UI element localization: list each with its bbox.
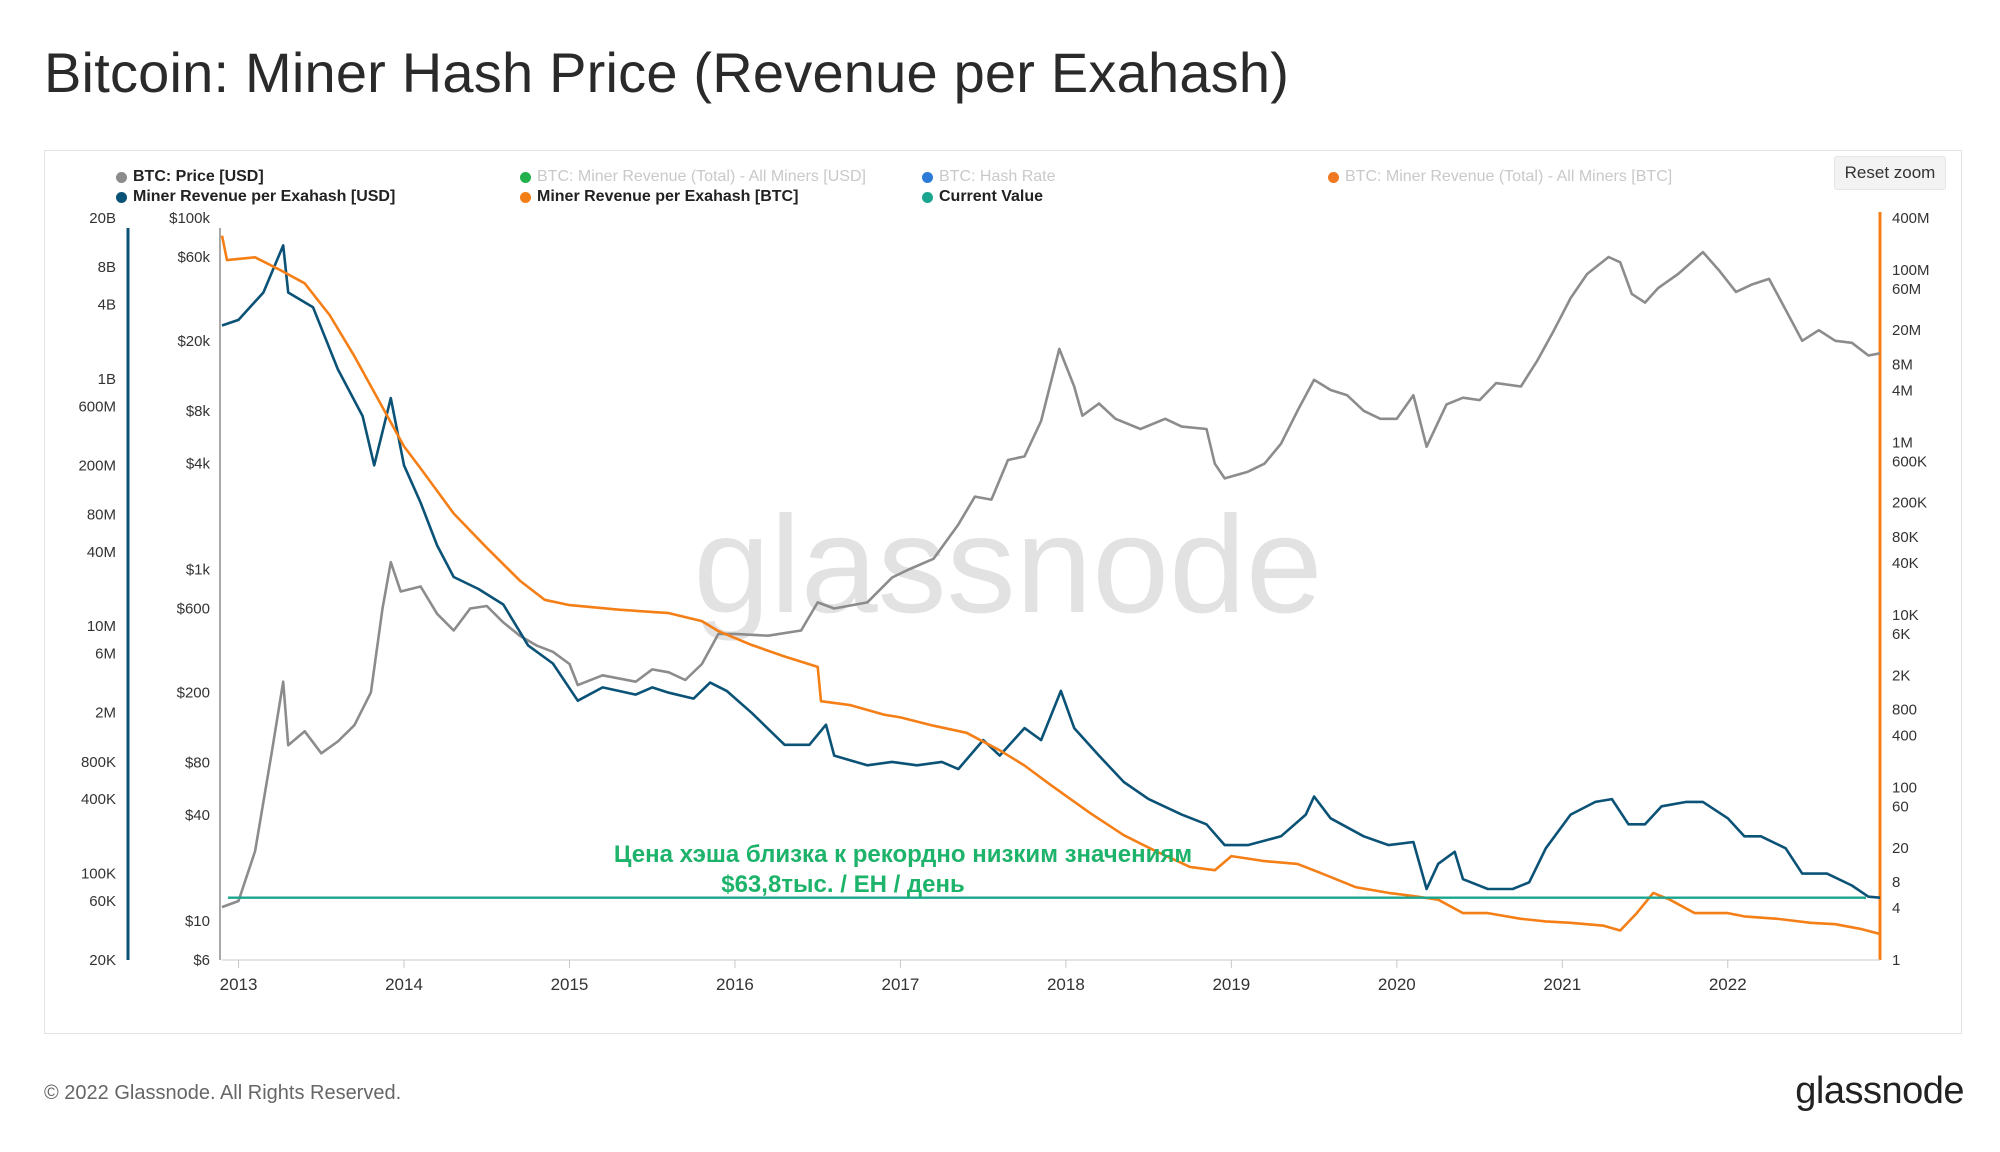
- legend-dot-icon: [922, 191, 933, 203]
- legend-label: Miner Revenue per Exahash [USD]: [133, 188, 396, 205]
- legend-item-hash-rate[interactable]: BTC: Hash Rate: [922, 168, 1055, 186]
- chart-frame: [44, 150, 1962, 1034]
- legend-dot-icon: [520, 191, 531, 203]
- glassnode-logo: glassnode: [1795, 1070, 1964, 1112]
- copyright-text: © 2022 Glassnode. All Rights Reserved.: [44, 1082, 402, 1104]
- legend-item-current-value[interactable]: Current Value: [922, 188, 1043, 206]
- legend-dot-icon: [1328, 171, 1339, 183]
- legend-item-miner-revenue-btc[interactable]: BTC: Miner Revenue (Total) - All Miners …: [1328, 168, 1672, 186]
- reset-zoom-button[interactable]: Reset zoom: [1834, 156, 1946, 190]
- legend-item-revenue-per-eh-usd[interactable]: Miner Revenue per Exahash [USD]: [116, 188, 395, 206]
- legend-label: Miner Revenue per Exahash [BTC]: [537, 188, 799, 205]
- legend-item-revenue-per-eh-btc[interactable]: Miner Revenue per Exahash [BTC]: [520, 188, 798, 206]
- legend-label: BTC: Hash Rate: [939, 168, 1056, 185]
- legend-dot-icon: [520, 171, 531, 183]
- legend-item-miner-revenue-usd[interactable]: BTC: Miner Revenue (Total) - All Miners …: [520, 168, 866, 186]
- legend-label: Current Value: [939, 188, 1044, 205]
- legend-label: BTC: Miner Revenue (Total) - All Miners …: [537, 168, 866, 185]
- legend-dot-icon: [116, 171, 127, 183]
- legend-item-btc-price[interactable]: BTC: Price [USD]: [116, 168, 264, 186]
- legend-label: BTC: Miner Revenue (Total) - All Miners …: [1345, 168, 1673, 185]
- page-title: Bitcoin: Miner Hash Price (Revenue per E…: [44, 41, 1290, 104]
- legend-dot-icon: [116, 191, 127, 203]
- legend-label: BTC: Price [USD]: [133, 168, 264, 185]
- legend-dot-icon: [922, 171, 933, 183]
